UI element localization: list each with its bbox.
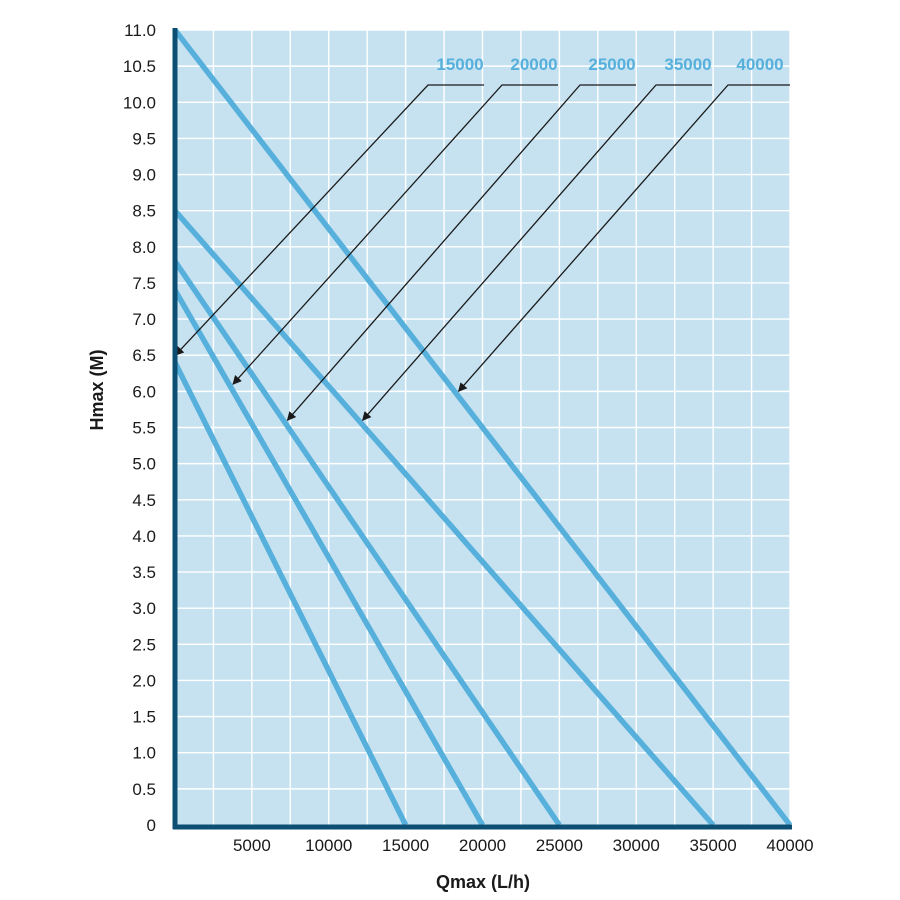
x-tick-label: 5000: [233, 836, 271, 855]
leader-arrow-15000: [174, 84, 484, 356]
y-tick-label: 4.0: [132, 527, 156, 546]
y-tick-label: 11.0: [124, 21, 156, 40]
y-tick-label: 5.0: [132, 455, 156, 474]
axes: [172, 28, 792, 830]
series-label-40000: 40000: [736, 55, 783, 74]
y-tick-labels: 0 0.5 1.0 1.5 2.0 2.5 3.0 3.5 4.0 4.5 5.0 5.5 6.0 6.5…: [123, 21, 156, 835]
x-tick-label: 40000: [766, 836, 813, 855]
y-tick-label: 2.5: [132, 635, 156, 654]
series-line-15000: [172, 361, 409, 827]
y-tick-label: 6.0: [132, 382, 156, 401]
y-tick-label: 4.5: [132, 491, 156, 510]
series-line-20000: [172, 288, 485, 827]
x-tick-label: 30000: [613, 836, 660, 855]
y-axis-title: Hmax (M): [87, 349, 107, 430]
series-line-40000: [172, 28, 793, 827]
leader-arrow-20000: [232, 84, 558, 385]
y-tick-label: 10.0: [123, 93, 156, 112]
x-axis-title: Qmax (L/h): [436, 872, 530, 892]
y-tick-label: 3.0: [132, 599, 156, 618]
y-tick-label: 0: [147, 816, 156, 835]
series-label-15000: 15000: [436, 55, 483, 74]
y-tick-label: 8.5: [132, 202, 156, 221]
series-labels: 15000 20000 25000 35000 40000: [436, 55, 783, 74]
series-line-35000: [172, 208, 716, 827]
y-tick-label: 10.5: [123, 57, 156, 76]
y-tick-label: 6.5: [132, 346, 156, 365]
x-tick-label: 10000: [305, 836, 352, 855]
series-lines: [172, 28, 793, 827]
legend-leader-arrows: [174, 84, 790, 421]
y-tick-label: 9.5: [132, 129, 156, 148]
x-tick-label: 15000: [382, 836, 429, 855]
leader-arrow-25000: [286, 84, 636, 421]
y-tick-label: 5.5: [132, 419, 156, 438]
x-tick-labels: 5000 10000 15000 20000 25000 30000 35000 40000: [233, 836, 814, 855]
y-tick-label: 8.0: [132, 238, 156, 257]
y-tick-label: 1.0: [132, 744, 156, 763]
leader-arrow-40000: [457, 84, 790, 393]
y-tick-label: 9.0: [132, 166, 156, 185]
y-tick-label: 0.5: [132, 780, 156, 799]
series-label-20000: 20000: [510, 55, 557, 74]
leader-arrow-35000: [361, 84, 712, 421]
y-tick-label: 2.0: [132, 671, 156, 690]
x-tick-label: 20000: [459, 836, 506, 855]
x-tick-label: 25000: [536, 836, 583, 855]
series-label-25000: 25000: [588, 55, 635, 74]
y-tick-label: 1.5: [132, 708, 156, 727]
y-tick-label: 7.0: [132, 310, 156, 329]
series-line-25000: [172, 259, 562, 827]
x-tick-label: 35000: [689, 836, 736, 855]
y-tick-label: 3.5: [132, 563, 156, 582]
y-tick-label: 7.5: [132, 274, 156, 293]
series-label-35000: 35000: [664, 55, 711, 74]
